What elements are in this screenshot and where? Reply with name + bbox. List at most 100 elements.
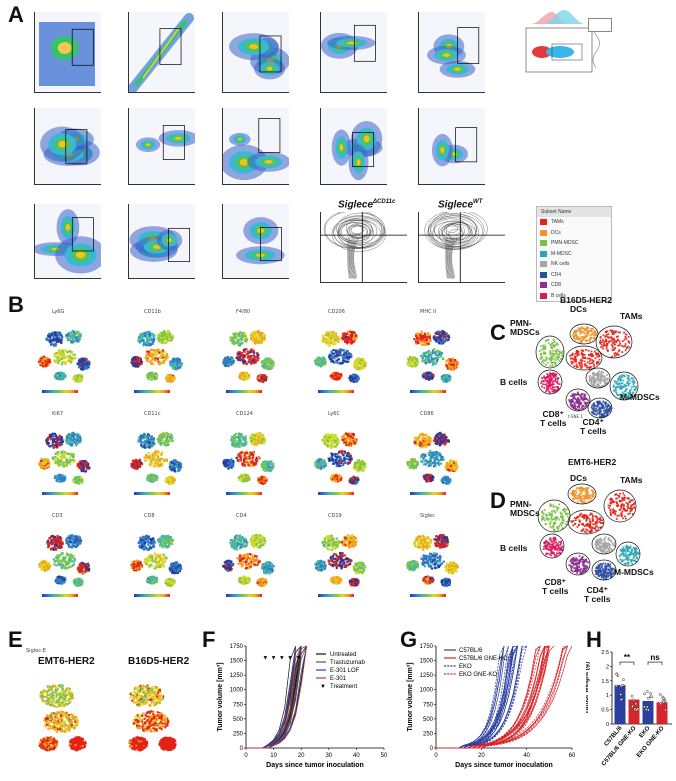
tsne-heatmap (24, 520, 102, 592)
data-point (636, 709, 638, 711)
tsne-colorbar (226, 492, 262, 495)
tsne-heatmap (116, 316, 194, 388)
y-tick-label: 1500 (230, 659, 244, 665)
y-tick-label: 2.5 (601, 650, 609, 656)
data-point (663, 698, 665, 700)
x-tick-label: 0 (244, 753, 248, 759)
data-point (622, 684, 624, 686)
y-tick-label: 1 (606, 693, 609, 699)
treatment-marker: ▼ (295, 655, 301, 661)
significance-bracket (648, 662, 662, 665)
tsne-heatmap (116, 520, 194, 592)
flow-plot (128, 12, 195, 93)
y-axis-label: Tumor volume [mm³] (407, 662, 414, 731)
y-tick-label: 250 (233, 731, 244, 737)
data-point (647, 709, 649, 711)
tsne-marker-label: CD86 (420, 411, 434, 417)
c-label-dcs: DCs (570, 305, 587, 314)
overlay-legend (588, 18, 612, 32)
legend-label: NK cells (551, 261, 569, 267)
tsne-heatmap (300, 418, 378, 490)
y-axis-label: Tumor weight [g] (586, 662, 590, 714)
legend-label: CD8 (551, 282, 561, 288)
data-point (646, 706, 648, 708)
x-tick-label: 40 (523, 753, 530, 759)
c-label-tams: TAMs (620, 312, 643, 321)
data-point (660, 703, 662, 705)
legend-item: CD4 (537, 270, 611, 281)
bar (629, 700, 640, 724)
legend-label: TAMs (551, 219, 564, 225)
panel-letter-a: A (8, 2, 24, 28)
legend-item: PMN-MDSC (537, 238, 611, 249)
legend-item: NK cells (537, 259, 611, 270)
legend-label: Treatment (330, 684, 357, 690)
d-label-cd4: CD4⁺T cells (584, 586, 610, 604)
tsne-colorbar (410, 594, 446, 597)
y-tick-label: 1000 (420, 688, 434, 694)
tsne-marker-label: MHC II (420, 309, 436, 315)
legend-item: TAMs (537, 217, 611, 228)
tsne-heatmap (24, 316, 102, 388)
legend-label: C57BL/6 (459, 648, 483, 654)
tsne-siglec-b16 (108, 668, 192, 764)
y-tick-label: 1000 (230, 688, 244, 694)
flow-plot (222, 12, 289, 93)
e-left-title: EMT6-HER2 (38, 657, 95, 666)
x-tick-label: 20 (478, 753, 485, 759)
data-point (659, 693, 661, 695)
legend-label: E-301 (330, 676, 347, 682)
d-label-bcells: B cells (500, 544, 527, 553)
tsne-colorbar (134, 594, 170, 597)
tsne-colorbar (226, 390, 262, 393)
data-point (647, 697, 649, 699)
tsne-marker-label: Siglec (420, 513, 435, 519)
y-tick-label: 750 (423, 702, 434, 708)
c-axis-tsne1: t-SNE 1 (568, 414, 583, 419)
d-label-dcs: DCs (570, 474, 587, 483)
tsne-colorbar (318, 492, 354, 495)
panel-letter-e: E (8, 627, 23, 653)
data-point (631, 695, 633, 697)
x-axis-label: Days since tumor inoculation (266, 762, 364, 769)
treatment-marker: ▼ (271, 655, 277, 661)
data-point (632, 699, 634, 701)
tsne-marker-label: CD19 (328, 513, 342, 519)
siglec-wt-title: SigleceWT (438, 199, 482, 210)
tsne-marker-label: F4/80 (236, 309, 250, 315)
y-tick-label: 1750 (420, 644, 434, 650)
tsne-marker-label: CD206 (328, 309, 345, 315)
flow-plot (34, 108, 101, 185)
legend-label: CD4 (551, 272, 561, 278)
y-tick-label: 1250 (420, 673, 434, 679)
y-tick-label: 1500 (420, 659, 434, 665)
tsne-marker-label: CD3 (52, 513, 63, 519)
y-tick-label: 250 (423, 731, 434, 737)
y-tick-label: 1750 (230, 644, 244, 650)
legend-label: EKO GNE-KO (459, 672, 497, 678)
tsne-heatmap (116, 418, 194, 490)
legend-swatch (540, 272, 547, 278)
e-right-title: B16D5-HER2 (128, 657, 189, 666)
tsne-marker-label: Ly6C (328, 411, 340, 417)
d-label-cd8: CD8⁺T cells (542, 578, 568, 596)
data-point (635, 703, 637, 705)
data-point (650, 692, 652, 694)
panel-d-title: EMT6-HER2 (568, 458, 616, 467)
tsne-marker-label: CD4 (236, 513, 247, 519)
legend-label: C57BL/6 GNE-KO (459, 656, 508, 662)
legend-label: E-301 LOF (330, 668, 360, 674)
flow-plot (128, 108, 195, 185)
y-tick-label: 500 (233, 717, 244, 723)
flow-plot (320, 212, 407, 283)
legend-label: Trastuzumab (330, 660, 365, 666)
data-point (622, 679, 624, 681)
treatment-marker: ▼ (287, 655, 293, 661)
flow-plot (418, 212, 505, 283)
legend-label: M-MDSC (551, 251, 572, 257)
legend-label: EKO (459, 664, 472, 670)
tsne-heatmap (208, 418, 286, 490)
y-tick-label: 500 (423, 717, 434, 723)
category-label: EKO (639, 725, 652, 739)
